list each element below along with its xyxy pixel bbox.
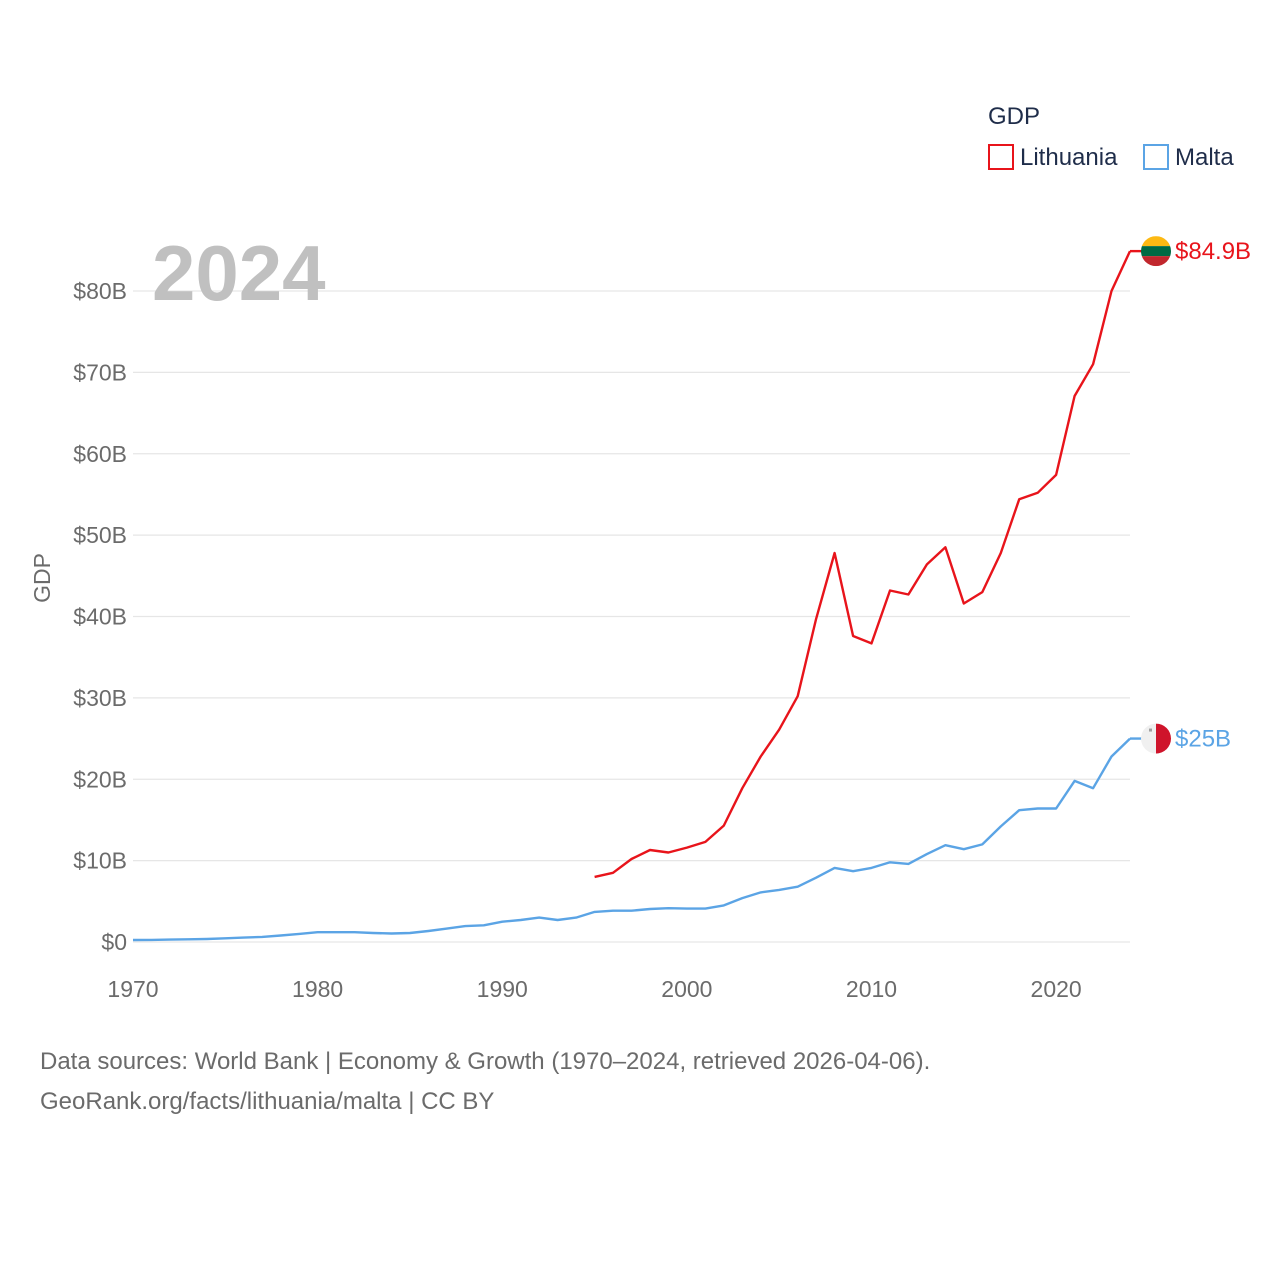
y-tick-label: $50B [73, 522, 127, 548]
series-line-malta[interactable] [132, 737, 1131, 942]
y-tick-label: $70B [73, 359, 127, 385]
series-lines [132, 250, 1132, 942]
y-axis-ticks: $0 $10B $20B $30B $40B $50B $60B $70B $80B [73, 278, 127, 955]
x-tick-label: 1970 [107, 976, 158, 1002]
gridlines [133, 290, 1130, 943]
y-tick-label: $10B [73, 848, 127, 874]
legend-swatch-malta [1143, 144, 1169, 170]
y-tick-label: $60B [73, 441, 127, 467]
legend-swatch-lithuania [988, 144, 1014, 170]
current-year-label: 2024 [152, 229, 326, 317]
end-value-label-malta: $25B [1175, 726, 1231, 753]
gdp-line-chart: $0$10B$20B$30B$40B$50B$60B$70B$80B 1970 1… [29, 103, 1251, 1002]
x-tick-label: 1990 [477, 976, 528, 1002]
legend-label-lithuania: Lithuania [1020, 144, 1118, 171]
legend: GDP Lithuania Malta [988, 103, 1234, 171]
x-tick-label: 2010 [846, 976, 897, 1002]
x-tick-label: 2000 [661, 976, 712, 1002]
lithuania-flag-icon [1141, 236, 1171, 267]
source-line-1: Data sources: World Bank | Economy & Gro… [40, 1048, 931, 1075]
legend-item-malta[interactable]: Malta [1143, 144, 1234, 171]
y-axis-title: GDP [29, 553, 55, 603]
legend-item-lithuania[interactable]: Lithuania [988, 144, 1118, 171]
y-tick-label: $80B [73, 278, 127, 304]
x-axis-ticks: 1970 1980 1990 2000 2010 2020 [107, 976, 1081, 1002]
series-end-markers: $84.9B $25B [1130, 236, 1251, 754]
series-line-lithuania[interactable] [594, 250, 1132, 879]
legend-title: GDP [988, 103, 1040, 130]
y-tick-label: $30B [73, 685, 127, 711]
end-value-label-lithuania: $84.9B [1175, 238, 1251, 265]
x-tick-label: 2020 [1031, 976, 1082, 1002]
y-tick-label: $0 [101, 929, 127, 955]
source-note: Data sources: World Bank | Economy & Gro… [40, 1042, 930, 1122]
malta-flag-icon [1141, 723, 1171, 754]
source-line-2[interactable]: GeoRank.org/facts/lithuania/malta | CC B… [40, 1088, 495, 1115]
y-tick-label: $40B [73, 604, 127, 630]
legend-label-malta: Malta [1175, 144, 1234, 171]
y-tick-label: $20B [73, 766, 127, 792]
x-tick-label: 1980 [292, 976, 343, 1002]
